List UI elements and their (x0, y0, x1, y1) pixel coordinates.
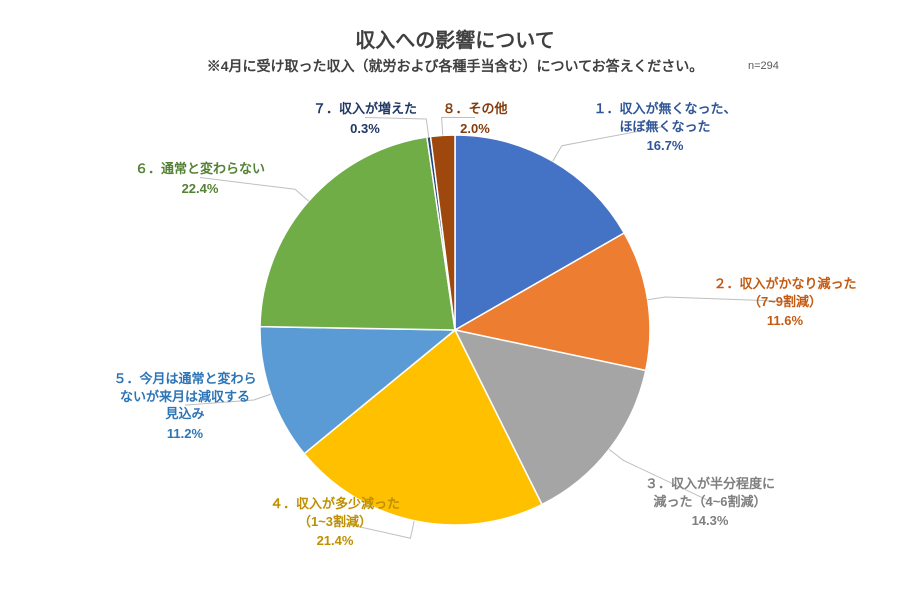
slice-label-text: ３．収入が半分程度に (610, 475, 810, 493)
slice-label-3: ３．収入が半分程度に減った（4~6割減）14.3% (610, 475, 810, 530)
slice-label-text: １．収入が無くなった、 (565, 100, 765, 118)
slice-label-5: ５．今月は通常と変わらないが来月は減収する見込み 11.2% (90, 370, 280, 442)
slice-label-6: ６．通常と変わらない 22.4% (110, 160, 290, 197)
slice-label-pct: 11.2% (90, 425, 280, 443)
slice-label-text: （1~3割減） (235, 513, 435, 531)
slice-label-text: ４．収入が多少減った (235, 495, 435, 513)
slice-label-text: ２．収入がかなり減った (685, 275, 885, 293)
slice-label-text: 見込み (90, 405, 280, 423)
slice-label-text: ５．今月は通常と変わら (90, 370, 280, 388)
chart-container: { "title": "収入への影響について", "subtitle": "※4… (0, 0, 910, 598)
slice-label-text: ８．その他 (415, 100, 535, 118)
slice-label-2: ２．収入がかなり減った（7~9割減）11.6% (685, 275, 885, 330)
slice-label-text: 減った（4~6割減） (610, 493, 810, 511)
slice-label-pct: 14.3% (610, 512, 810, 530)
slice-label-text: （7~9割減） (685, 293, 885, 311)
slice-label-1: １．収入が無くなった、ほぼ無くなった16.7% (565, 100, 765, 155)
slice-label-pct: 16.7% (565, 137, 765, 155)
slice-label-pct: 2.0% (415, 120, 535, 138)
slice-label-text: ないが来月は減収する (90, 388, 280, 406)
slice-label-4: ４．収入が多少減った（1~3割減）21.4% (235, 495, 435, 550)
slice-label-8: ８．その他 2.0% (415, 100, 535, 137)
slice-label-pct: 11.6% (685, 312, 885, 330)
slice-label-text: ほぼ無くなった (565, 118, 765, 136)
slice-label-pct: 21.4% (235, 532, 435, 550)
slice-label-text: ６．通常と変わらない (110, 160, 290, 178)
slice-label-pct: 22.4% (110, 180, 290, 198)
